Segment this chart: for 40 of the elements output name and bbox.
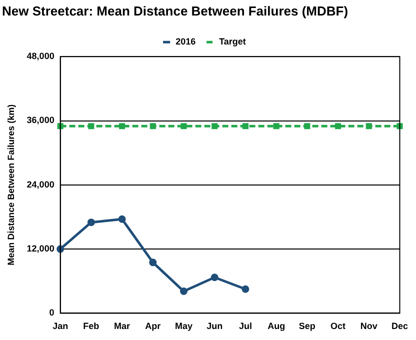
y-tick-label: 24,000	[26, 179, 54, 190]
point	[304, 123, 310, 130]
point	[396, 123, 403, 130]
point	[180, 123, 187, 130]
point	[57, 123, 64, 130]
x-tick-label: Oct	[330, 321, 346, 332]
x-tick-label: Aug	[268, 321, 286, 332]
point	[56, 245, 64, 253]
x-tick-label: Dec	[391, 321, 408, 332]
y-tick-label: 0	[49, 308, 54, 318]
point	[242, 285, 250, 293]
point	[149, 258, 157, 266]
legend-label: 2016	[176, 36, 196, 47]
x-tick-label: Sep	[298, 321, 316, 332]
point	[212, 123, 218, 130]
point	[180, 288, 188, 296]
y-tick-label: 36,000	[26, 115, 54, 126]
x-tick-label: Mar	[114, 321, 131, 332]
point	[366, 123, 372, 130]
x-tick-label: Nov	[360, 321, 378, 332]
point	[242, 123, 248, 130]
point	[119, 123, 126, 130]
y-axis-title: Mean Distance Between Failures (km)	[6, 104, 16, 266]
chart-title: New Streetcar: Mean Distance Between Failures (MDBF)	[2, 3, 348, 18]
x-tick-label: Jul	[238, 321, 252, 332]
point	[87, 218, 95, 226]
x-tick-label: Feb	[83, 321, 100, 332]
x-tick-label: Jan	[52, 321, 68, 332]
y-tick-label: 12,000	[26, 244, 54, 254]
x-tick-label: Apr	[145, 321, 162, 332]
y-tick-label: 48,000	[26, 51, 54, 62]
point	[88, 123, 94, 130]
legend-label: Target	[219, 36, 246, 47]
x-tick-label: May	[174, 321, 193, 332]
x-tick-label: Jun	[206, 321, 223, 332]
point	[118, 215, 126, 223]
point	[335, 123, 342, 130]
point	[210, 274, 218, 282]
point	[150, 123, 156, 130]
point	[273, 123, 280, 130]
